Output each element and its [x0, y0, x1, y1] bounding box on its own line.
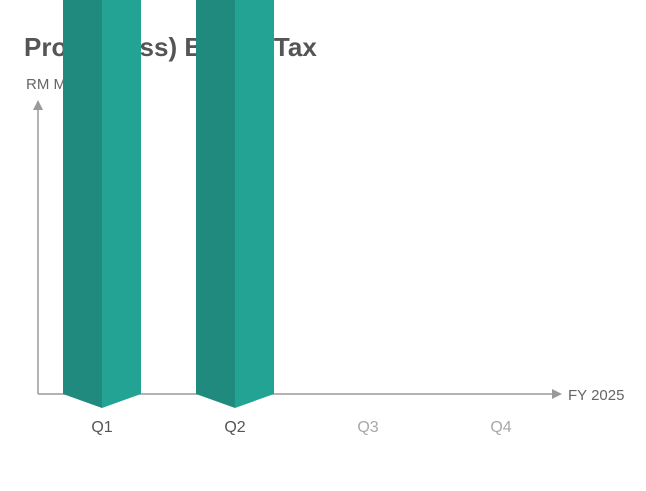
x-tick-label-q1: Q1 [91, 419, 112, 436]
bars-group [63, 0, 274, 408]
bar-q2 [196, 0, 274, 408]
bar-q1 [63, 0, 141, 408]
bar-left-face [63, 0, 102, 408]
bar-left-face [196, 0, 235, 408]
bar-right-face [102, 0, 141, 408]
x-axis-arrow [552, 389, 562, 399]
x-tick-label-q4: Q4 [490, 419, 511, 436]
y-axis-arrow [33, 100, 43, 110]
bar-right-face [235, 0, 274, 408]
labels-group: Q1409.2Q2373.8Q3Q4 [91, 419, 511, 436]
x-tick-label-q3: Q3 [357, 419, 378, 436]
x-axis-label: FY 2025 [568, 387, 624, 404]
x-tick-label-q2: Q2 [224, 419, 245, 436]
